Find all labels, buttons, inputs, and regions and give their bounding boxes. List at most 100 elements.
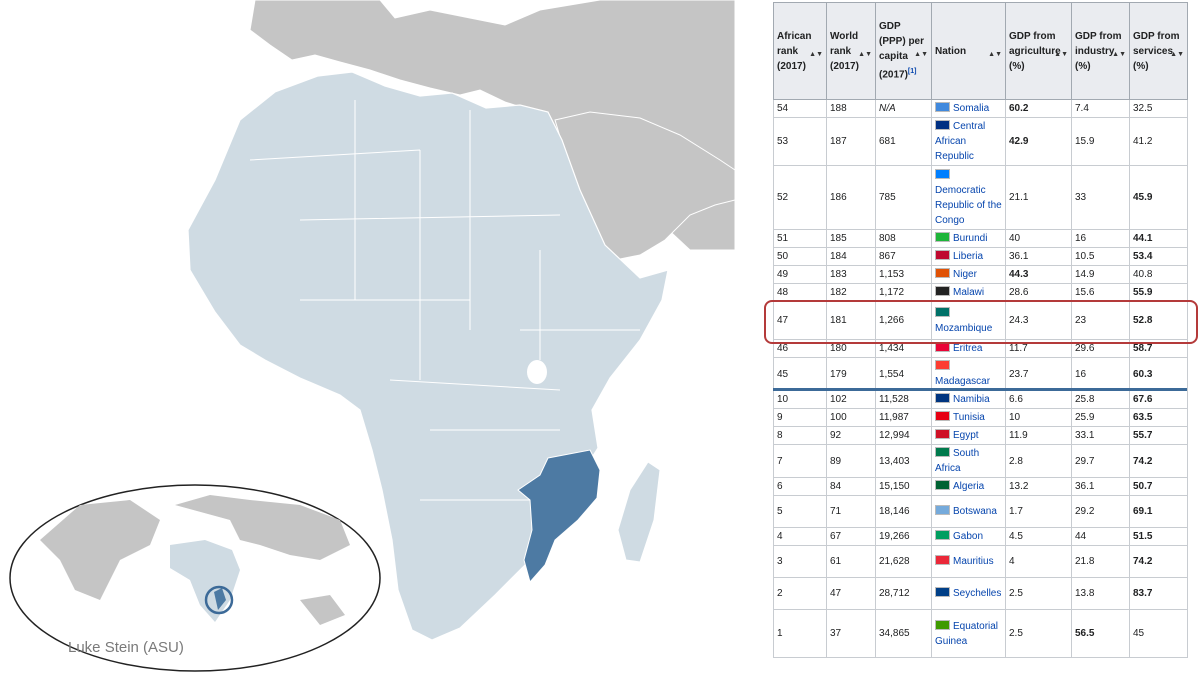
industry-cell: 21.8 <box>1071 545 1130 578</box>
table-row: 51 185 808 Burundi 40 16 44.1 <box>773 229 1188 248</box>
african-rank-cell: 10 <box>773 390 827 409</box>
nation-link[interactable]: Central African Republic <box>935 121 986 162</box>
nation-link[interactable]: Gabon <box>953 531 984 542</box>
world-rank-cell: 179 <box>826 357 876 391</box>
world-rank-cell: 184 <box>826 247 876 266</box>
sort-icon[interactable]: ▲▼ <box>809 51 823 58</box>
header-nation[interactable]: Nation ▲▼ <box>931 2 1006 100</box>
sort-icon[interactable]: ▲▼ <box>858 51 872 58</box>
industry-cell: 44 <box>1071 527 1130 546</box>
sort-icon[interactable]: ▲▼ <box>1170 51 1184 58</box>
industry-cell: 29.2 <box>1071 495 1130 528</box>
nation-link[interactable]: Burundi <box>953 233 988 244</box>
sort-icon[interactable]: ▲▼ <box>914 51 928 58</box>
industry-cell: 25.8 <box>1071 390 1130 409</box>
table-row: 9 100 11,987 Tunisia 10 25.9 63.5 <box>773 408 1188 427</box>
world-rank-cell: 47 <box>826 577 876 610</box>
flag-icon <box>935 120 950 130</box>
agriculture-cell: 2.5 <box>1005 609 1072 658</box>
industry-cell: 33.1 <box>1071 426 1130 445</box>
world-rank-cell: 186 <box>826 165 876 230</box>
table-row: 49 183 1,153 Niger 44.3 14.9 40.8 <box>773 265 1188 284</box>
agriculture-cell: 44.3 <box>1005 265 1072 284</box>
flag-icon <box>935 530 950 540</box>
sort-icon[interactable]: ▲▼ <box>988 51 1002 58</box>
nation-link[interactable]: Malawi <box>953 287 985 298</box>
header-services[interactable]: GDP from services (%) ▲▼ <box>1129 2 1188 100</box>
reference-link[interactable]: [1] <box>907 68 917 76</box>
world-rank-cell: 181 <box>826 301 876 340</box>
industry-cell: 56.5 <box>1071 609 1130 658</box>
african-rank-cell: 9 <box>773 408 827 427</box>
agriculture-cell: 42.9 <box>1005 117 1072 166</box>
sort-icon[interactable]: ▲▼ <box>1054 51 1068 58</box>
nation-link[interactable]: Algeria <box>953 481 985 492</box>
nation-link[interactable]: Democratic Republic of the Congo <box>935 184 1002 226</box>
nation-link[interactable]: Liberia <box>953 251 984 262</box>
nation-cell: Madagascar <box>931 357 1006 391</box>
nation-cell: Liberia <box>931 247 1006 266</box>
african-rank-cell: 3 <box>773 545 827 578</box>
sort-icon[interactable]: ▲▼ <box>1112 51 1126 58</box>
table-row: 8 92 12,994 Egypt 11.9 33.1 55.7 <box>773 426 1188 445</box>
nation-link[interactable]: Egypt <box>953 430 979 441</box>
nation-cell: Gabon <box>931 527 1006 546</box>
table-row: 7 89 13,403 South Africa 2.8 29.7 74.2 <box>773 444 1188 478</box>
nation-cell: Somalia <box>931 99 1006 118</box>
african-rank-cell: 45 <box>773 357 827 391</box>
services-cell: 50.7 <box>1129 477 1188 496</box>
header-industry[interactable]: GDP from industry (%) ▲▼ <box>1071 2 1130 100</box>
nation-link[interactable]: Botswana <box>953 506 997 517</box>
table-row: 46 180 1,434 Eritrea 11.7 29.6 58.7 <box>773 339 1188 358</box>
agriculture-cell: 4 <box>1005 545 1072 578</box>
african-rank-cell: 51 <box>773 229 827 248</box>
header-african-rank[interactable]: African rank (2017) ▲▼ <box>773 2 827 100</box>
nation-link[interactable]: Eritrea <box>953 343 983 354</box>
header-world-rank[interactable]: World rank (2017) ▲▼ <box>826 2 876 100</box>
african-rank-cell: 48 <box>773 283 827 302</box>
nation-cell: Tunisia <box>931 408 1006 427</box>
flag-icon <box>935 411 950 421</box>
flag-icon <box>935 505 950 515</box>
industry-cell: 14.9 <box>1071 265 1130 284</box>
african-rank-cell: 5 <box>773 495 827 528</box>
nation-link[interactable]: Namibia <box>953 394 990 405</box>
services-cell: 69.1 <box>1129 495 1188 528</box>
services-cell: 74.2 <box>1129 444 1188 478</box>
nation-link[interactable]: Equatorial Guinea <box>935 620 999 647</box>
nation-link[interactable]: Niger <box>953 269 977 280</box>
industry-cell: 7.4 <box>1071 99 1130 118</box>
nation-link[interactable]: South Africa <box>935 448 980 474</box>
nation-link[interactable]: Madagascar <box>935 376 991 387</box>
industry-cell: 13.8 <box>1071 577 1130 610</box>
credit-label: Luke Stein (ASU) <box>68 639 184 656</box>
industry-cell: 15.9 <box>1071 117 1130 166</box>
nation-link[interactable]: Tunisia <box>953 412 985 423</box>
african-rank-cell: 52 <box>773 165 827 230</box>
nation-link[interactable]: Mozambique <box>935 322 993 334</box>
agriculture-cell: 11.9 <box>1005 426 1072 445</box>
header-label: GDP (PPP) per capita (2017) <box>879 21 925 81</box>
nation-link[interactable]: Somalia <box>953 103 990 114</box>
gdp-cell: 18,146 <box>875 495 932 528</box>
lake-victoria <box>527 360 547 384</box>
nation-link[interactable]: Seychelles <box>953 588 1002 599</box>
gdp-cell: 21,628 <box>875 545 932 578</box>
table-header-row: African rank (2017) ▲▼ World rank (2017) ▲… <box>773 2 1188 100</box>
services-cell: 40.8 <box>1129 265 1188 284</box>
header-gdp-ppp[interactable]: GDP (PPP) per capita (2017)[1] ▲▼ <box>875 2 932 100</box>
nation-link[interactable]: Mauritius <box>953 556 994 567</box>
african-rank-cell: 6 <box>773 477 827 496</box>
world-rank-cell: 92 <box>826 426 876 445</box>
nation-cell: Central African Republic <box>931 117 1006 166</box>
nation-cell: Algeria <box>931 477 1006 496</box>
header-label: GDP from industry (%) <box>1075 30 1122 72</box>
services-cell: 32.5 <box>1129 99 1188 118</box>
header-agriculture[interactable]: GDP from agriculture (%) ▲▼ <box>1005 2 1072 100</box>
world-rank-cell: 84 <box>826 477 876 496</box>
flag-icon <box>935 342 950 352</box>
gdp-cell: 12,994 <box>875 426 932 445</box>
world-rank-cell: 67 <box>826 527 876 546</box>
agriculture-cell: 10 <box>1005 408 1072 427</box>
services-cell: 60.3 <box>1129 357 1188 391</box>
